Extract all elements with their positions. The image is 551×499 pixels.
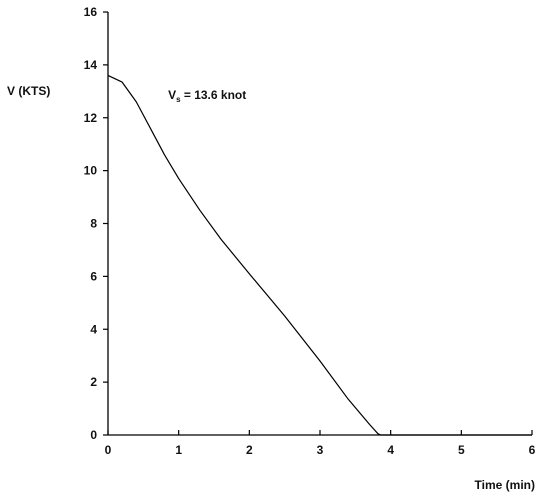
annotation-label: Vs = 13.6 knot bbox=[168, 88, 246, 104]
x-axis-label: Time (min) bbox=[475, 478, 535, 492]
y-tick-label: 16 bbox=[84, 5, 98, 19]
y-tick-label: 2 bbox=[90, 375, 97, 389]
x-tick-label: 5 bbox=[458, 443, 465, 457]
x-tick-label: 2 bbox=[246, 443, 253, 457]
y-tick-label: 12 bbox=[84, 111, 98, 125]
x-tick-label: 1 bbox=[175, 443, 182, 457]
y-tick-label: 6 bbox=[90, 269, 97, 283]
annotation-prefix: V bbox=[168, 88, 176, 102]
plot-area bbox=[107, 74, 532, 436]
x-tick-label: 6 bbox=[529, 443, 536, 457]
x-tick-label: 0 bbox=[105, 443, 112, 457]
y-tick-label: 0 bbox=[90, 428, 97, 442]
y-tick-label: 10 bbox=[84, 164, 98, 178]
x-tick-label: 3 bbox=[317, 443, 324, 457]
y-axis-label: V (KTS) bbox=[7, 84, 50, 98]
y-tick-label: 14 bbox=[84, 58, 98, 72]
y-tick-label: 4 bbox=[90, 322, 97, 336]
annotation-subscript: s bbox=[176, 95, 181, 104]
series-line bbox=[107, 74, 532, 436]
y-tick-label: 8 bbox=[90, 217, 97, 231]
axes bbox=[107, 12, 532, 436]
x-tick-label: 4 bbox=[387, 443, 394, 457]
annotation-suffix: = 13.6 knot bbox=[181, 88, 247, 102]
